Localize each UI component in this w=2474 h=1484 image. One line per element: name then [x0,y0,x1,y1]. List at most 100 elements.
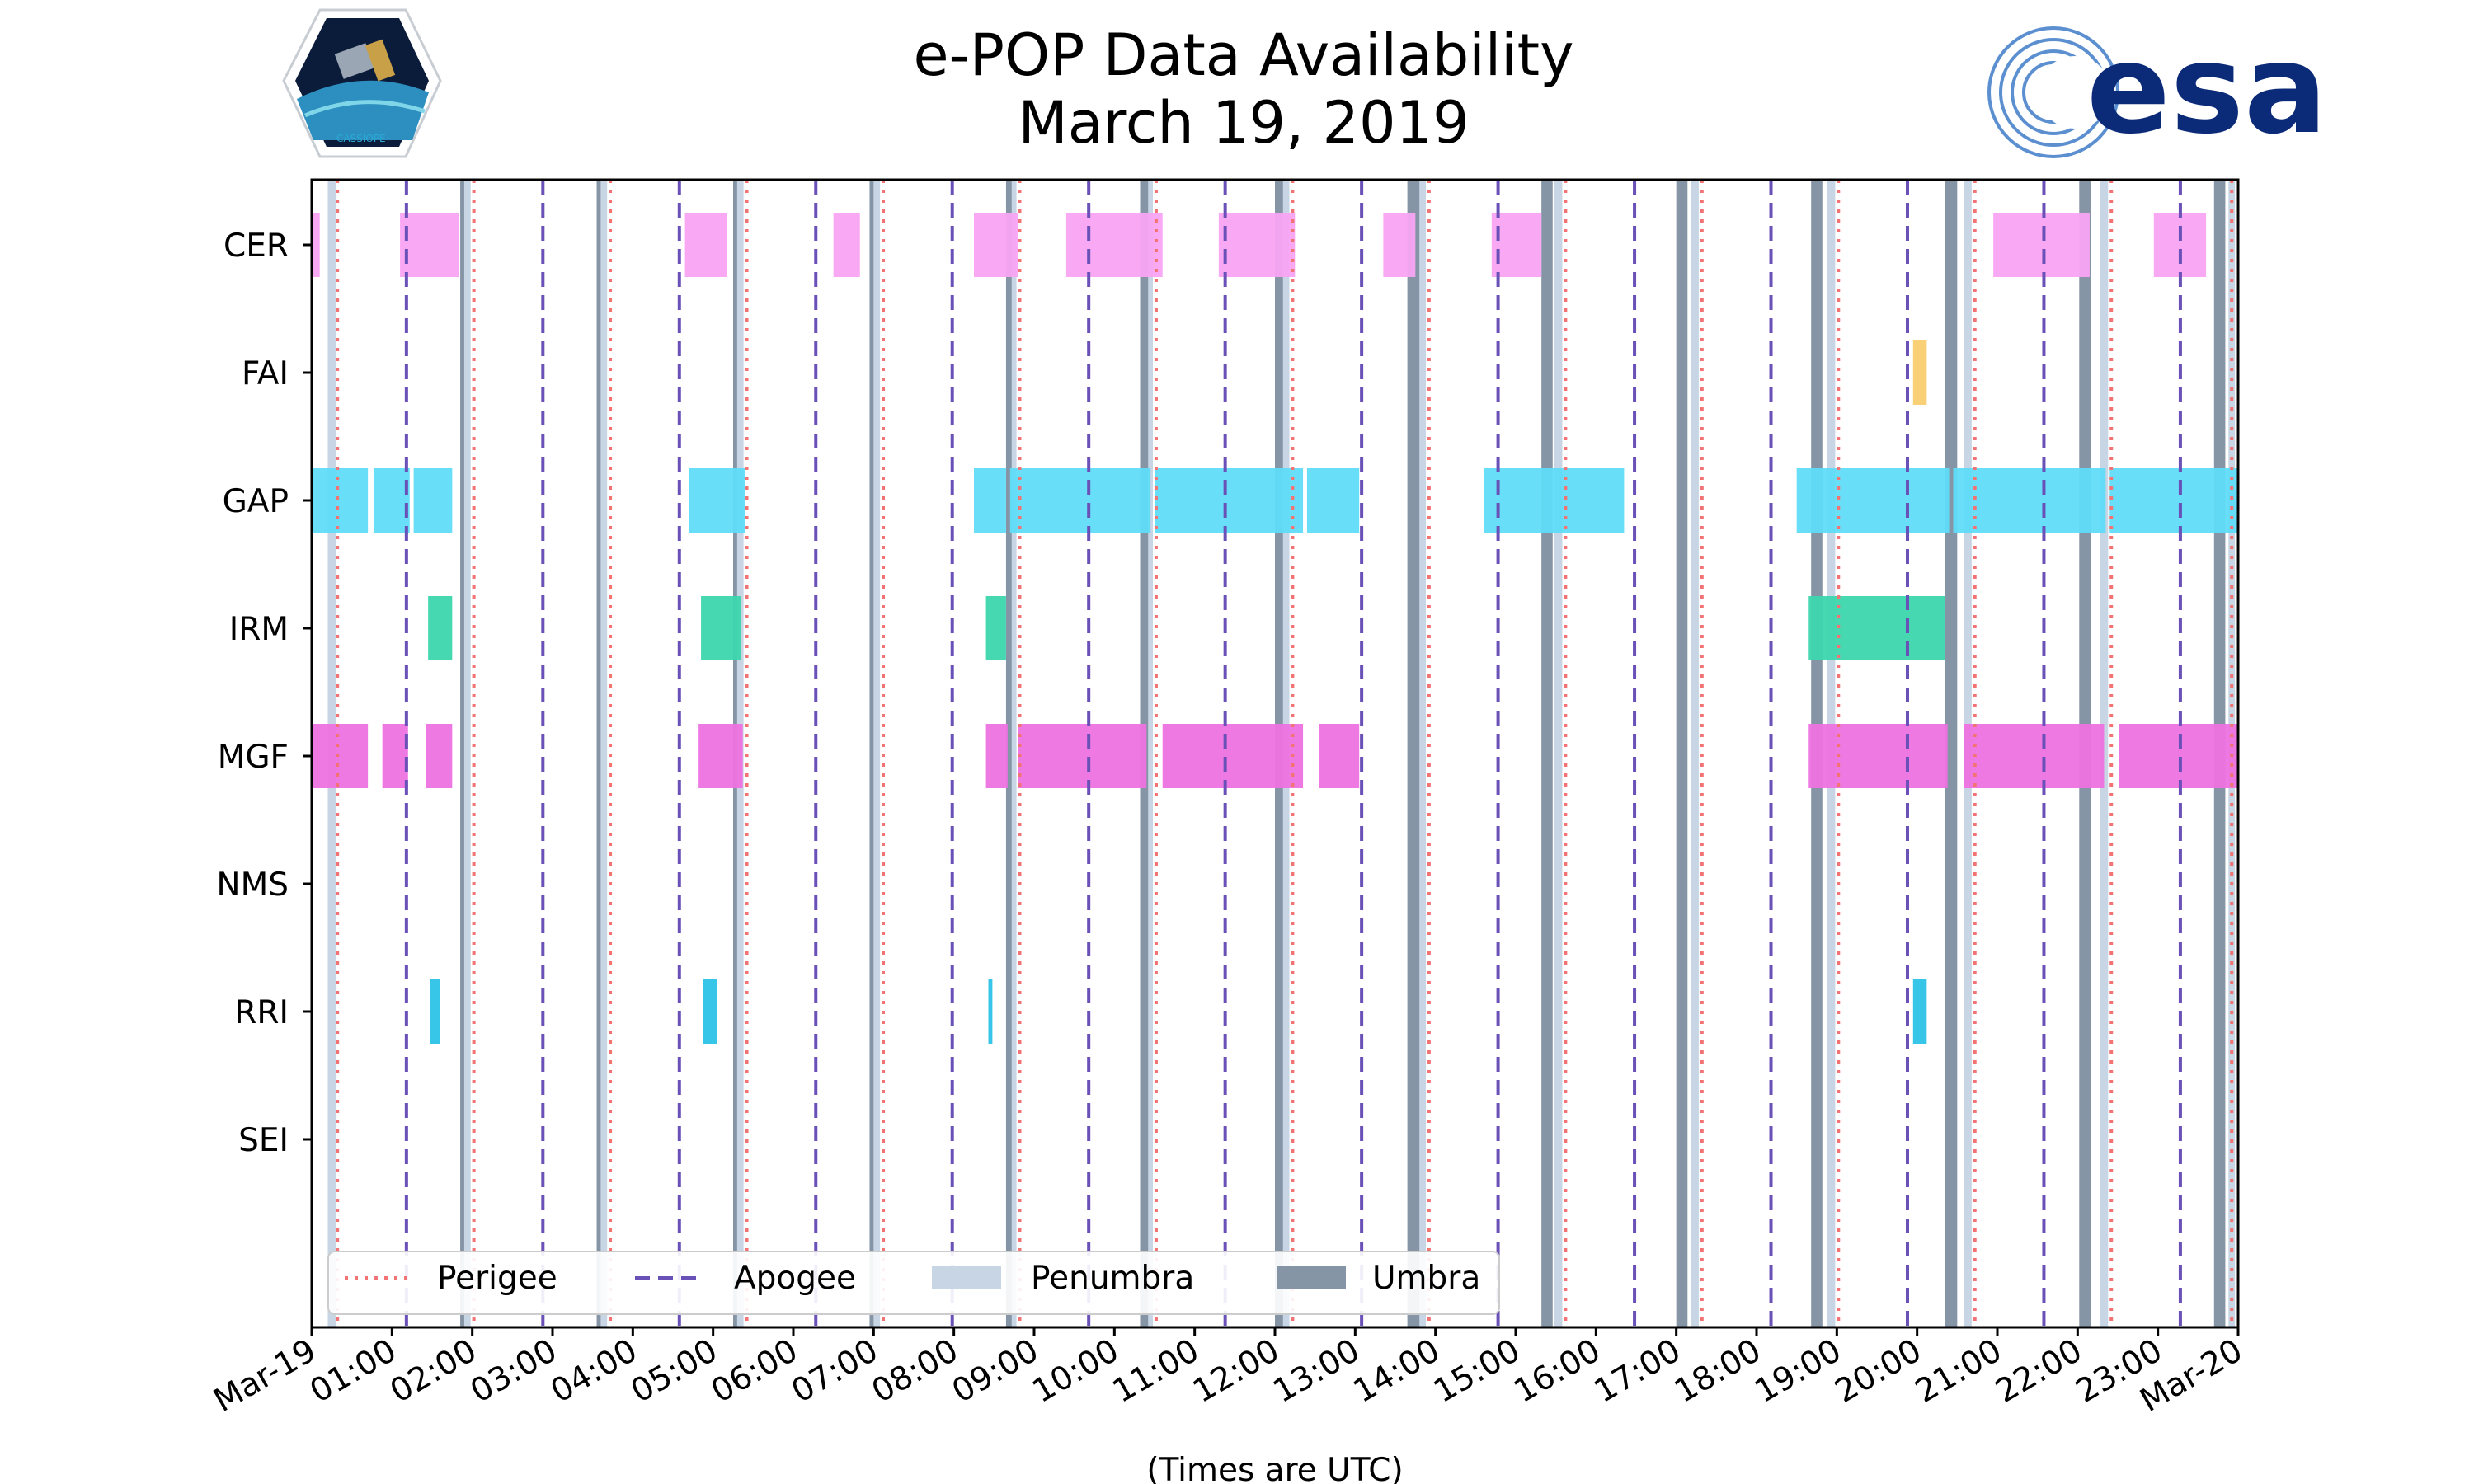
bar-rri-2 [988,979,993,1044]
penumbra-band-4 [872,180,881,1327]
bar-cer-5 [1065,213,1163,277]
bar-mgf-8 [1808,724,1948,788]
y-tick-label-cer: CER [223,228,289,265]
y-tick-label-irm: IRM [229,611,289,648]
y-tick-label-fai: FAI [242,355,289,392]
umbra-band-9 [1676,180,1688,1327]
y-tick-label-gap: GAP [223,483,289,520]
bar-mgf-6 [1162,724,1304,788]
bar-irm-3 [1808,596,1945,660]
bar-irm-2 [985,596,1006,660]
y-tick-label-rri: RRI [234,994,289,1031]
bar-mgf-10 [2119,724,2238,788]
bar-cer-1 [400,213,459,277]
x-tick-label-15: 15:00 [1427,1332,1526,1411]
orbit-lines-layer [336,180,2234,1327]
x-axis: Mar-1901:0002:0003:0004:0005:0006:0007:0… [208,1327,2249,1420]
bar-mgf-2 [426,724,453,788]
x-tick-label-19: 19:00 [1748,1332,1847,1411]
y-axis: CER FAI GAP IRM MGF NMS RRI SEI [216,228,312,1159]
penumbra-band-5 [1008,180,1017,1327]
chart-title-line-2: March 19, 2019 [1018,89,1469,157]
legend-apogee-label: Apogee [734,1260,856,1297]
x-tick-label-16: 16:00 [1507,1332,1606,1411]
bar-irm-0 [428,596,453,660]
x-tick-label-22: 22:00 [1989,1332,2088,1411]
x-tick-label-17: 17:00 [1588,1332,1687,1411]
esa-logo-text: esa [2086,18,2327,162]
bar-gap-7 [1306,468,1360,533]
x-tick-label-8: 08:00 [866,1332,965,1411]
bar-mgf-5 [1018,724,1147,788]
x-tick-label-14: 14:00 [1348,1332,1446,1411]
penumbra-band-6 [1145,180,1154,1327]
umbra-band-11 [1945,180,1958,1327]
legend: Perigee Apogee Penumbra Umbra [327,1251,1500,1315]
bar-cer-3 [833,213,860,277]
x-tick-label-2: 02:00 [384,1332,483,1411]
bar-mgf-4 [985,724,1008,788]
bar-gap-10 [1953,468,2106,533]
umbra-band-4 [1005,180,1012,1327]
bar-gap-8 [1484,468,1625,533]
bar-cer-7 [1383,213,1416,277]
x-tick-label-18: 18:00 [1668,1332,1767,1411]
penumbra-band-1 [462,180,471,1327]
legend-penumbra-swatch [932,1266,1001,1289]
esa-logo: esa [1987,18,2327,162]
bar-rri-3 [1912,979,1927,1044]
y-tick-label-nms: NMS [216,866,289,904]
bar-cer-0 [312,213,320,277]
x-tick-label-1: 01:00 [303,1332,402,1411]
bar-rri-1 [703,979,717,1044]
x-tick-label-0: Mar-19 [208,1332,322,1420]
penumbra-band-2 [599,180,608,1327]
penumbra-band-8 [1418,180,1426,1327]
x-tick-label-5: 05:00 [625,1332,724,1411]
bar-cer-9 [1993,213,2090,277]
chart-title-line-1: e-POP Data Availability [913,21,1573,89]
umbra-band-3 [869,180,874,1327]
legend-box [327,1251,1500,1315]
bar-mgf-3 [698,724,743,788]
x-axis-label: (Times are UTC) [1146,1452,1403,1484]
x-tick-label-20: 20:00 [1829,1332,1928,1411]
bar-gap-4 [974,468,1006,533]
legend-perigee-label: Perigee [437,1260,557,1297]
x-tick-label-13: 13:00 [1267,1332,1366,1411]
x-tick-label-6: 06:00 [705,1332,804,1411]
bar-rri-0 [430,979,440,1044]
bar-gap-1 [373,468,410,533]
umbra-band-1 [596,180,601,1327]
x-tick-label-3: 03:00 [464,1332,563,1411]
x-tick-label-11: 11:00 [1107,1332,1206,1411]
umbra-band-0 [460,180,464,1327]
legend-penumbra-label: Penumbra [1031,1260,1194,1297]
x-tick-label-12: 12:00 [1187,1332,1286,1411]
bar-cer-10 [2153,213,2207,277]
legend-umbra-label: Umbra [1372,1260,1480,1297]
umbra-band-7 [1407,180,1420,1327]
x-tick-label-9: 09:00 [946,1332,1045,1411]
y-tick-label-mgf: MGF [218,739,289,776]
bar-fai-0 [1912,340,1927,405]
bar-gap-6 [1155,468,1304,533]
bar-cer-4 [974,213,1018,277]
bar-cer-2 [684,213,727,277]
cassiope-logo: CASSIOPE [282,8,442,158]
y-tick-label-sei: SEI [238,1122,289,1159]
bar-gap-9 [1796,468,1950,533]
bar-gap-11 [2109,468,2238,533]
bar-gap-5 [1009,468,1151,533]
bar-cer-8 [1491,213,1542,277]
bar-irm-1 [701,596,741,660]
penumbra-band-10 [1691,180,1699,1327]
bar-gap-0 [312,468,369,533]
bar-gap-3 [689,468,745,533]
umbra-band-8 [1541,180,1553,1327]
x-tick-label-10: 10:00 [1026,1332,1125,1411]
legend-umbra-swatch [1277,1266,1346,1289]
penumbra-band-9 [1554,180,1563,1327]
bar-mgf-1 [382,724,408,788]
